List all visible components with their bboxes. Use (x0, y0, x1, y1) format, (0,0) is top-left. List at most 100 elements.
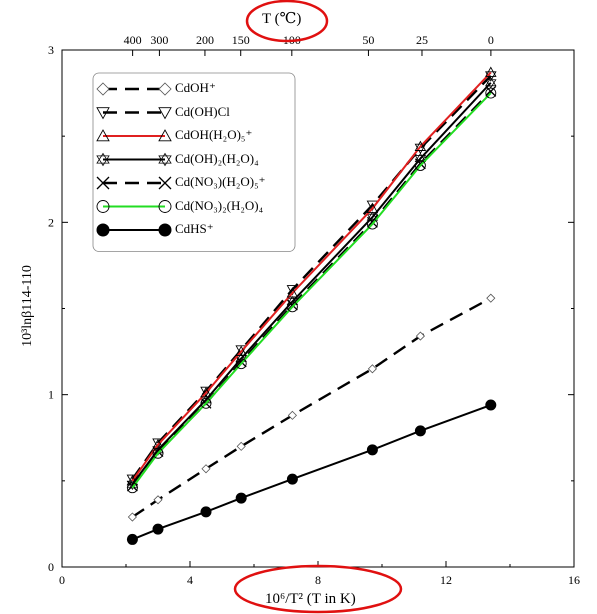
legend-marker (158, 176, 172, 190)
top-tick-label: 150 (232, 33, 250, 47)
legend-marker (96, 200, 110, 213)
data-point (366, 211, 379, 221)
data-point (367, 364, 377, 374)
y-tick-label: 1 (48, 388, 54, 402)
series-6 (126, 399, 497, 545)
data-point (200, 397, 212, 409)
legend-marker (158, 129, 172, 142)
legend-label: CdOH⁺ (175, 80, 216, 95)
data-point (366, 444, 378, 456)
data-point (286, 299, 298, 311)
data-point (235, 492, 247, 504)
legend-marker (96, 152, 110, 164)
data-point (414, 160, 426, 171)
top-tick-label: 300 (150, 33, 168, 47)
legend-label: Cd(NO₃)(H₂O)₅⁺ (175, 174, 266, 189)
data-point (235, 345, 247, 357)
series-0 (127, 293, 496, 522)
legend-marker (158, 82, 172, 96)
top-tick-label: 400 (124, 33, 142, 47)
data-point (414, 158, 426, 170)
legend-marker (96, 176, 110, 190)
x-tick-label: 4 (187, 573, 193, 587)
data-point (236, 441, 246, 451)
x-tick-label: 0 (59, 573, 65, 587)
highlight-ellipse-bottom (233, 564, 403, 614)
legend-marker (96, 155, 110, 167)
data-point (366, 202, 379, 213)
legend-entry (96, 152, 172, 167)
series-5 (126, 87, 497, 494)
legend-entry (96, 82, 172, 96)
data-point (201, 464, 211, 474)
top-tick-label: 0 (488, 33, 494, 47)
y-tick-label: 3 (48, 43, 54, 57)
series-line (131, 297, 492, 519)
y-axis-label: 10³lnβ114-110 (20, 265, 35, 347)
data-point (286, 287, 299, 298)
legend-entry (96, 107, 172, 120)
data-point (126, 482, 138, 494)
legend-marker (96, 107, 110, 120)
legend-marker (158, 200, 172, 213)
top-tick-label: 200 (196, 33, 214, 47)
data-point (287, 410, 297, 420)
data-point (200, 506, 212, 518)
legend-entry (96, 200, 172, 213)
data-point (414, 155, 427, 165)
y-tick-label: 2 (48, 215, 54, 229)
legend-marker (96, 223, 110, 237)
top-axis-label: T (℃) (262, 11, 302, 27)
top-tick-label: 25 (416, 33, 428, 47)
legend-label: Cd(OH)₂(H₂O)₄ (175, 150, 259, 166)
data-point (286, 473, 298, 485)
data-point (415, 331, 425, 341)
series-layer (126, 66, 497, 545)
legend-marker (158, 155, 172, 167)
legend-marker (96, 82, 110, 96)
legend-marker (158, 107, 172, 120)
legend (92, 72, 296, 252)
data-point (126, 474, 139, 486)
data-point (485, 66, 497, 77)
data-point (126, 533, 138, 545)
series-line (131, 92, 492, 489)
data-point (414, 152, 427, 162)
x-axis-label: 10⁶/T² (T in K) (265, 591, 356, 607)
highlight-ellipse-top (245, 0, 329, 43)
series-line (131, 71, 492, 482)
series-2 (126, 66, 497, 486)
data-point (152, 447, 164, 459)
data-point (485, 399, 497, 411)
annotation-layer (233, 0, 403, 614)
series-line (131, 82, 492, 485)
data-point (485, 87, 497, 99)
legend-label: Cd(OH)Cl (175, 103, 230, 119)
x-tick-label: 16 (568, 573, 580, 587)
top-tick-label: 50 (362, 33, 374, 47)
legend-marker (96, 129, 110, 142)
data-point (235, 358, 247, 370)
legend-entry (96, 129, 172, 142)
data-point (485, 85, 497, 97)
data-point (414, 425, 426, 437)
y-tick-label: 0 (48, 560, 54, 574)
data-point (414, 140, 427, 151)
legend-marker (158, 152, 172, 164)
data-point (286, 301, 298, 313)
x-tick-label: 12 (440, 573, 452, 587)
legend-entry (96, 176, 172, 190)
data-point (152, 523, 164, 535)
legend-entry (96, 223, 172, 237)
legend-label: Cd(NO₃)₂(H₂O)₄ (175, 197, 264, 213)
data-point (366, 218, 378, 230)
data-point (127, 512, 137, 522)
x-tick-label: 8 (315, 573, 321, 587)
data-point (200, 387, 212, 398)
legend-label: CdOH(H₂O)₅⁺ (175, 127, 253, 142)
legend-marker (158, 223, 172, 237)
data-point (485, 79, 497, 89)
data-point (153, 495, 163, 505)
